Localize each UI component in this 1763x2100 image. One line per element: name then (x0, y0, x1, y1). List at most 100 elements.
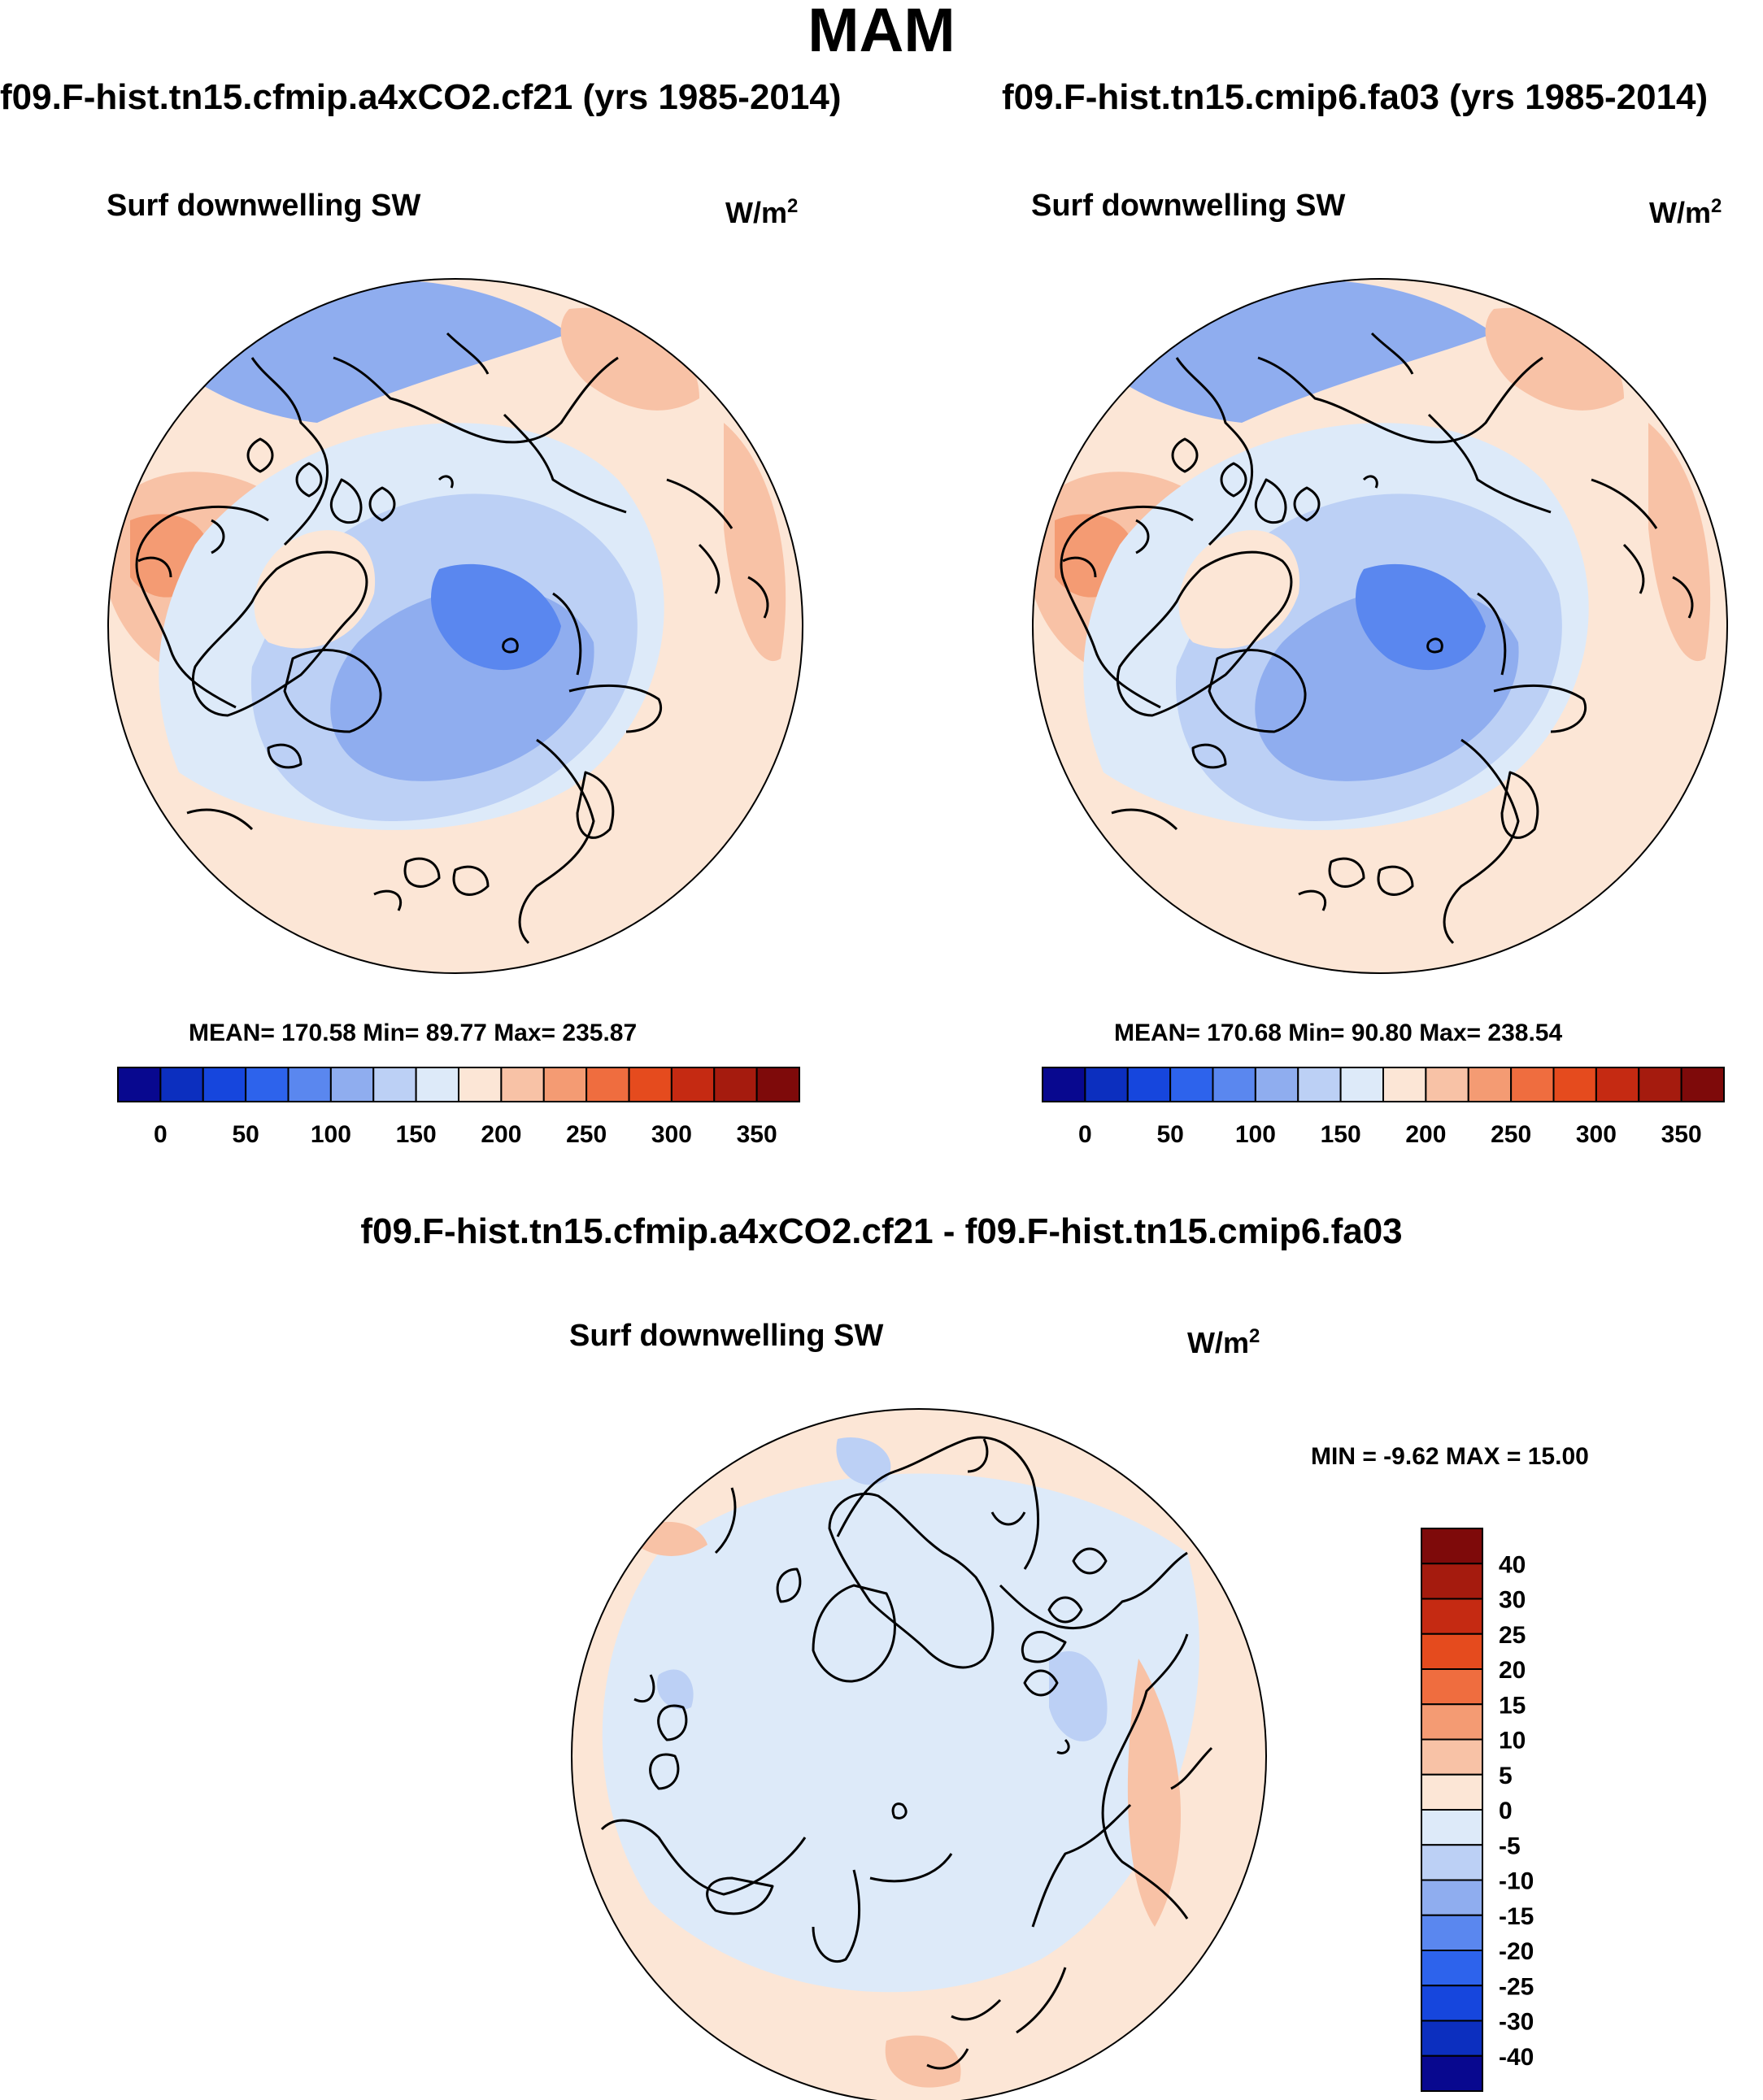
panel2-colorbar-swatch (1425, 1067, 1469, 1102)
panel1-colorbar-swatch (245, 1067, 289, 1102)
diff-colorbar-tick: 15 (1499, 1692, 1526, 1719)
diff-colorbar-swatch (1421, 2020, 1483, 2057)
panel1-colorbar-swatch (117, 1067, 162, 1102)
panel1-colorbar-tick: 150 (396, 1121, 437, 1148)
panel2-colorbar-swatch (1212, 1067, 1256, 1102)
diff-colorbar-swatch (1421, 1738, 1483, 1776)
panel2-colorbar-tick: 200 (1405, 1121, 1446, 1148)
panel2-colorbar-swatch (1510, 1067, 1555, 1102)
panel2-colorbar-tick: 250 (1491, 1121, 1531, 1148)
diff-colorbar-tick: 40 (1499, 1551, 1526, 1578)
panel2-colorbar-swatch (1339, 1067, 1384, 1102)
panel1-colorbar-swatch (713, 1067, 758, 1102)
panel1-colorbar-swatch (755, 1067, 800, 1102)
diff-colorbar-tick: 25 (1499, 1622, 1526, 1649)
main-title: MAM (807, 0, 956, 65)
panel2-stats: MEAN= 170.68 Min= 90.80 Max= 238.54 (1114, 1020, 1563, 1046)
panel1-colorbar-tick: 350 (737, 1121, 777, 1148)
diff-colorbar-tick: -20 (1499, 1938, 1534, 1965)
panel2-colorbar-swatch (1595, 1067, 1640, 1102)
diff-colorbar-tick: 0 (1499, 1798, 1513, 1824)
panel2-colorbar-swatch (1680, 1067, 1725, 1102)
panel2-variable-label: Surf downwelling SW (1031, 189, 1346, 223)
diff-stats: MIN = -9.62 MAX = 15.00 (1311, 1443, 1589, 1470)
panel1-colorbar-swatch (670, 1067, 716, 1102)
diff-colorbar-tick: -25 (1499, 1973, 1534, 2000)
panel2-colorbar-tick: 50 (1156, 1121, 1183, 1148)
diff-colorbar-swatch (1421, 1914, 1483, 1951)
panel2-colorbar-swatch (1126, 1067, 1172, 1102)
panel2-colorbar-swatch (1638, 1067, 1682, 1102)
panel2-colorbar-swatch (1042, 1067, 1086, 1102)
panel2-colorbar-tick: 300 (1576, 1121, 1617, 1148)
panel2-colorbar: 0 50 100 150 200 250 300 350 (1042, 1067, 1725, 1148)
panel1-colorbar-swatch (287, 1067, 332, 1102)
panel2-colorbar-tick: 150 (1321, 1121, 1361, 1148)
panel1-colorbar-swatch (202, 1067, 247, 1102)
panel2-colorbar-swatch (1297, 1067, 1342, 1102)
panel1-colorbar-swatch (628, 1067, 673, 1102)
panel1-units: W/m2 (725, 195, 799, 229)
panel2-colorbar-tick: 0 (1078, 1121, 1092, 1148)
panel1-colorbar-tick: 50 (232, 1121, 259, 1148)
diff-colorbar-swatch (1421, 1528, 1483, 1565)
panel1-colorbar-swatch (542, 1067, 588, 1102)
diff-colorbar-tick: -30 (1499, 2009, 1534, 2036)
panel1-case-title: f09.F-hist.tn15.cfmip.a4xCO2.cf21 (yrs 1… (0, 77, 842, 117)
diff-colorbar-swatch (1421, 2054, 1483, 2092)
diff-colorbar-swatch (1421, 1809, 1483, 1846)
panel1-colorbar-swatch (458, 1067, 503, 1102)
diff-colorbar-swatch (1421, 1668, 1483, 1706)
diff-variable-label: Surf downwelling SW (569, 1319, 884, 1353)
diff-units: W/m2 (1187, 1325, 1260, 1359)
panel1-colorbar-tick: 250 (566, 1121, 607, 1148)
difference-title: f09.F-hist.tn15.cfmip.a4xCO2.cf21 - f09.… (360, 1211, 1403, 1251)
panel2-map (1033, 279, 1727, 973)
diff-colorbar-tick: 20 (1499, 1657, 1526, 1684)
panel1-colorbar-tick: 0 (154, 1121, 168, 1148)
panel2-colorbar-swatch (1254, 1067, 1299, 1102)
diff-colorbar-swatch (1421, 1844, 1483, 1881)
diff-colorbar-swatch (1421, 1563, 1483, 1600)
panel1-variable-label: Surf downwelling SW (107, 189, 421, 223)
diff-colorbar-tick: 10 (1499, 1728, 1526, 1754)
diff-colorbar-swatch (1421, 1703, 1483, 1741)
panel1-map-border (107, 278, 803, 974)
diff-map-border (571, 1408, 1267, 2100)
panel2-colorbar-swatch (1084, 1067, 1129, 1102)
diff-colorbar-swatch (1421, 1985, 1483, 2022)
panel1-colorbar-swatch (500, 1067, 545, 1102)
diff-colorbar-swatch (1421, 1879, 1483, 1916)
diff-colorbar: 40 30 25 20 15 10 5 0 -5 -10 -15 -20 -25 -30 -40 (1421, 1528, 1534, 2092)
panel2-colorbar-tick: 100 (1235, 1121, 1276, 1148)
panel1-colorbar-swatch (415, 1067, 459, 1102)
diff-colorbar-tick: 5 (1499, 1763, 1513, 1789)
panel2-units: W/m2 (1649, 195, 1722, 229)
panel1-colorbar-swatch (329, 1067, 375, 1102)
panel2-colorbar-swatch (1552, 1067, 1597, 1102)
panel1-colorbar-swatch (585, 1067, 630, 1102)
diff-colorbar-tick: 30 (1499, 1587, 1526, 1614)
diff-colorbar-tick: -5 (1499, 1833, 1521, 1859)
panel1-colorbar-swatch (372, 1067, 417, 1102)
diff-colorbar-swatch (1421, 1633, 1483, 1670)
panel1-colorbar-tick: 300 (651, 1121, 692, 1148)
panel2-map-border (1032, 278, 1728, 974)
panel2-colorbar-tick: 350 (1661, 1121, 1702, 1148)
diff-colorbar-swatch (1421, 1773, 1483, 1811)
panel2-case-title: f09.F-hist.tn15.cmip6.fa03 (yrs 1985-201… (1002, 77, 1709, 117)
panel2-colorbar-swatch (1467, 1067, 1513, 1102)
panel1-colorbar-tick: 200 (481, 1121, 521, 1148)
panel1-colorbar: 0 50 100 150 200 250 300 350 (117, 1067, 800, 1148)
diff-colorbar-tick: -40 (1499, 2044, 1534, 2071)
panel2-colorbar-swatch (1169, 1067, 1214, 1102)
diff-map (572, 1409, 1266, 2100)
diff-colorbar-tick: -10 (1499, 1868, 1534, 1895)
panel1-colorbar-swatch (159, 1067, 204, 1102)
panel2-colorbar-swatch (1382, 1067, 1427, 1102)
panel1-stats: MEAN= 170.58 Min= 89.77 Max= 235.87 (189, 1020, 638, 1046)
panel1-colorbar-tick: 100 (311, 1121, 351, 1148)
diff-colorbar-swatch (1421, 1950, 1483, 1987)
diff-colorbar-tick: -15 (1499, 1903, 1534, 1930)
